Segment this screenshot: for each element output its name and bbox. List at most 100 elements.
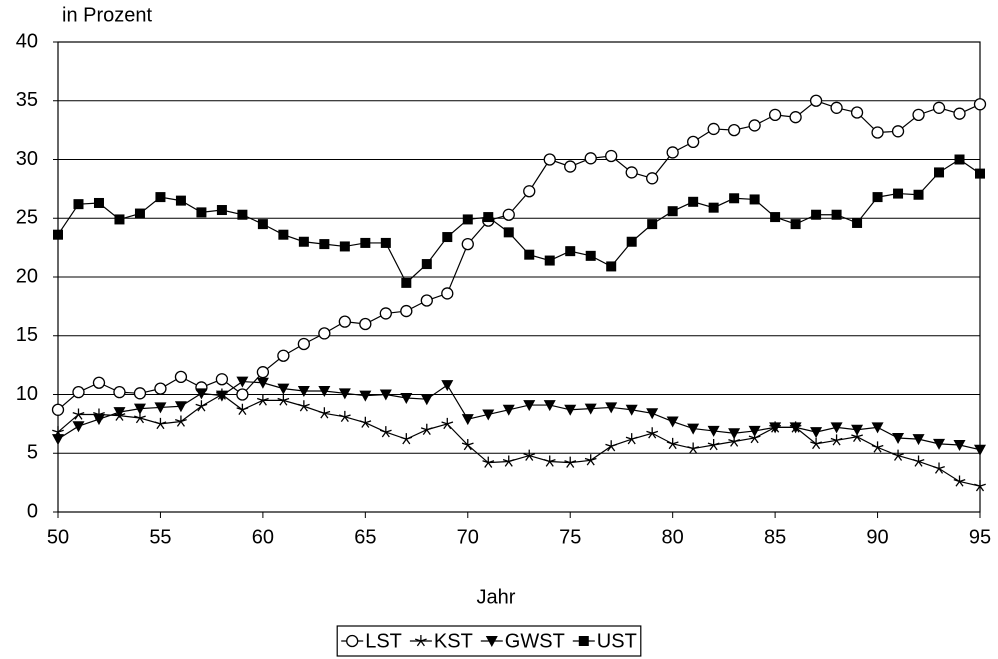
marker <box>256 377 269 389</box>
marker <box>584 152 597 165</box>
marker <box>749 194 760 205</box>
y-tick-label: 20 <box>16 265 38 287</box>
x-tick-label: 60 <box>252 526 274 548</box>
marker <box>688 196 699 207</box>
marker <box>441 380 454 392</box>
marker <box>625 404 638 416</box>
marker <box>831 209 842 220</box>
marker <box>605 149 618 163</box>
marker <box>789 111 802 124</box>
marker <box>790 219 801 230</box>
marker <box>72 408 85 420</box>
marker <box>605 402 618 414</box>
marker <box>297 337 311 351</box>
marker <box>346 634 359 648</box>
marker <box>400 304 413 318</box>
marker <box>461 414 474 426</box>
marker <box>421 259 432 270</box>
marker <box>52 434 64 446</box>
marker <box>850 106 864 119</box>
marker <box>810 437 822 450</box>
marker <box>379 389 392 401</box>
marker <box>441 417 454 430</box>
marker <box>51 403 65 416</box>
marker <box>462 214 473 225</box>
marker <box>196 207 207 218</box>
y-tick-label: 35 <box>16 89 38 111</box>
marker <box>441 287 454 300</box>
legend-label: GWST <box>505 630 565 652</box>
marker <box>318 407 331 419</box>
marker <box>256 394 269 406</box>
marker <box>133 387 147 400</box>
x-tick-label: 75 <box>559 526 581 548</box>
marker <box>544 255 555 266</box>
legend-item: GWST <box>480 630 565 652</box>
marker <box>892 432 905 444</box>
marker <box>133 403 146 415</box>
marker <box>687 423 700 435</box>
marker <box>769 422 782 434</box>
marker <box>297 400 310 412</box>
marker <box>625 433 638 445</box>
marker <box>73 199 84 210</box>
legend: LST KST GWST UST <box>336 625 642 657</box>
marker <box>892 449 904 461</box>
y-tick-label: 40 <box>16 30 38 52</box>
marker <box>933 438 946 450</box>
marker <box>215 390 228 402</box>
marker <box>502 404 515 416</box>
marker <box>461 439 474 451</box>
marker <box>278 229 289 240</box>
marker <box>871 126 884 139</box>
marker <box>646 172 659 185</box>
marker <box>953 107 966 120</box>
marker <box>93 197 104 208</box>
marker <box>934 167 945 178</box>
marker <box>932 101 946 114</box>
y-tick-label: 0 <box>27 500 38 522</box>
marker <box>380 237 391 248</box>
x-tick-label: 50 <box>47 526 69 548</box>
marker <box>482 456 495 468</box>
marker <box>175 415 187 427</box>
marker <box>646 427 659 439</box>
marker <box>543 400 556 412</box>
marker <box>420 294 433 307</box>
marker <box>933 462 945 474</box>
marker <box>809 94 823 107</box>
x-tick-label: 70 <box>457 526 479 548</box>
marker <box>155 192 166 203</box>
marker <box>277 383 290 395</box>
marker <box>606 261 617 272</box>
marker <box>666 437 679 450</box>
plot-frame <box>57 41 981 513</box>
marker <box>154 417 167 430</box>
marker <box>298 236 309 247</box>
marker <box>257 219 268 230</box>
marker <box>871 422 884 434</box>
marker <box>729 193 740 204</box>
series-line <box>57 393 981 487</box>
marker <box>461 237 474 251</box>
marker <box>975 168 985 179</box>
marker <box>216 205 227 216</box>
marker <box>913 189 924 200</box>
marker <box>564 456 577 468</box>
marker <box>912 434 925 446</box>
marker <box>154 402 167 414</box>
marker <box>728 428 741 440</box>
marker <box>748 425 761 437</box>
legend-item: KST <box>409 630 473 652</box>
marker <box>319 239 330 250</box>
marker <box>420 394 433 406</box>
marker <box>53 229 63 240</box>
x-axis-label: Jahr <box>477 586 516 608</box>
y-axis-label: in Prozent <box>62 4 152 26</box>
marker <box>277 394 290 406</box>
marker <box>236 388 249 401</box>
x-tick-label: 80 <box>662 526 684 548</box>
marker <box>338 388 351 400</box>
x-tick-label: 85 <box>764 526 786 548</box>
marker <box>113 407 126 419</box>
